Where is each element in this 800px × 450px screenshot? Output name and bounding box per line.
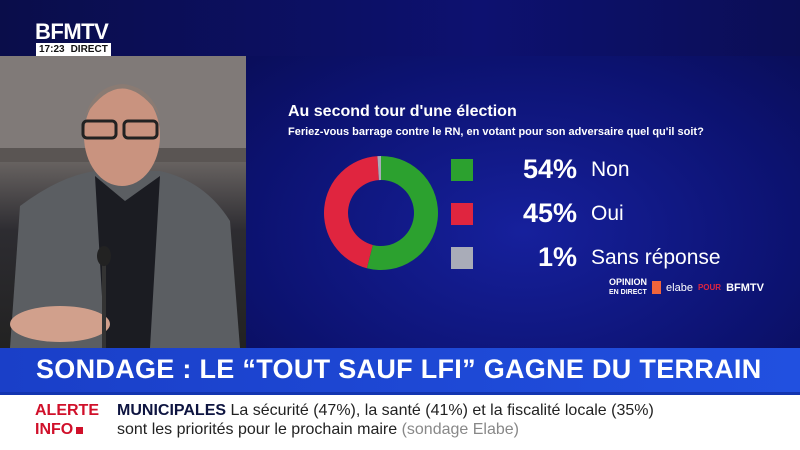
elabe-label: elabe bbox=[666, 281, 693, 294]
presenter-video bbox=[0, 56, 246, 348]
alert-line2: INFO bbox=[35, 421, 74, 438]
ticker-text: MUNICIPALES La sécurité (47%), la santé … bbox=[117, 401, 677, 439]
presenter-figure bbox=[0, 56, 246, 348]
clock: 17:23 bbox=[39, 44, 65, 55]
poll-panel: Au second tour d'une élection Feriez-vou… bbox=[246, 56, 800, 348]
ticker-source: (sondage Elabe) bbox=[401, 421, 519, 438]
top-bar bbox=[0, 0, 800, 56]
donut-slice-oui bbox=[324, 156, 379, 269]
live-label: DIRECT bbox=[70, 44, 108, 55]
donut-slice-non bbox=[366, 156, 438, 270]
legend-label: Oui bbox=[591, 201, 624, 225]
bfmtv-logo: BFMTV bbox=[35, 19, 109, 44]
legend-item: 1% Sans réponse bbox=[451, 242, 721, 273]
alert-line1: ALERTE bbox=[35, 402, 99, 419]
elabe-logo-icon bbox=[652, 281, 662, 294]
alert-info-label: ALERTE INFO bbox=[35, 401, 99, 439]
legend-item: 45% Oui bbox=[451, 198, 624, 229]
donut-slice-sans-reponse bbox=[377, 156, 381, 181]
legend-value: 45% bbox=[522, 198, 577, 228]
ticker-topic: MUNICIPALES bbox=[117, 402, 227, 419]
en-direct-label: EN DIRECT bbox=[609, 289, 647, 296]
legend-item: 54% Non bbox=[451, 154, 630, 185]
legend-swatch bbox=[451, 202, 473, 225]
chart-title: Au second tour d'une élection bbox=[288, 103, 517, 120]
legend-swatch bbox=[451, 246, 473, 269]
legend-value: 54% bbox=[522, 154, 577, 184]
news-ticker: ALERTE INFO MUNICIPALES La sécurité (47%)… bbox=[0, 392, 800, 450]
headline-banner: SONDAGE : LE “TOUT SAUF LFI” GAGNE DU TE… bbox=[0, 348, 800, 392]
live-badge: 17:23 DIRECT bbox=[36, 43, 111, 56]
chart-subtitle: Feriez-vous barrage contre le RN, en vot… bbox=[288, 126, 704, 138]
square-icon bbox=[76, 427, 84, 434]
legend-label: Sans réponse bbox=[591, 245, 721, 269]
pour-label: POUR bbox=[697, 283, 722, 292]
bfmtv-credit: BFMTV bbox=[726, 281, 764, 294]
donut-chart bbox=[324, 156, 438, 270]
ticker-body: La sécurité (47%), la santé (41%) et la … bbox=[117, 402, 654, 438]
opinion-label: OPINION bbox=[609, 277, 648, 287]
legend-value: 1% bbox=[537, 242, 577, 272]
poll-credit: OPINION EN DIRECT elabe POUR BFMTV bbox=[609, 278, 764, 297]
legend-label: Non bbox=[591, 157, 630, 181]
legend-swatch bbox=[451, 158, 473, 181]
